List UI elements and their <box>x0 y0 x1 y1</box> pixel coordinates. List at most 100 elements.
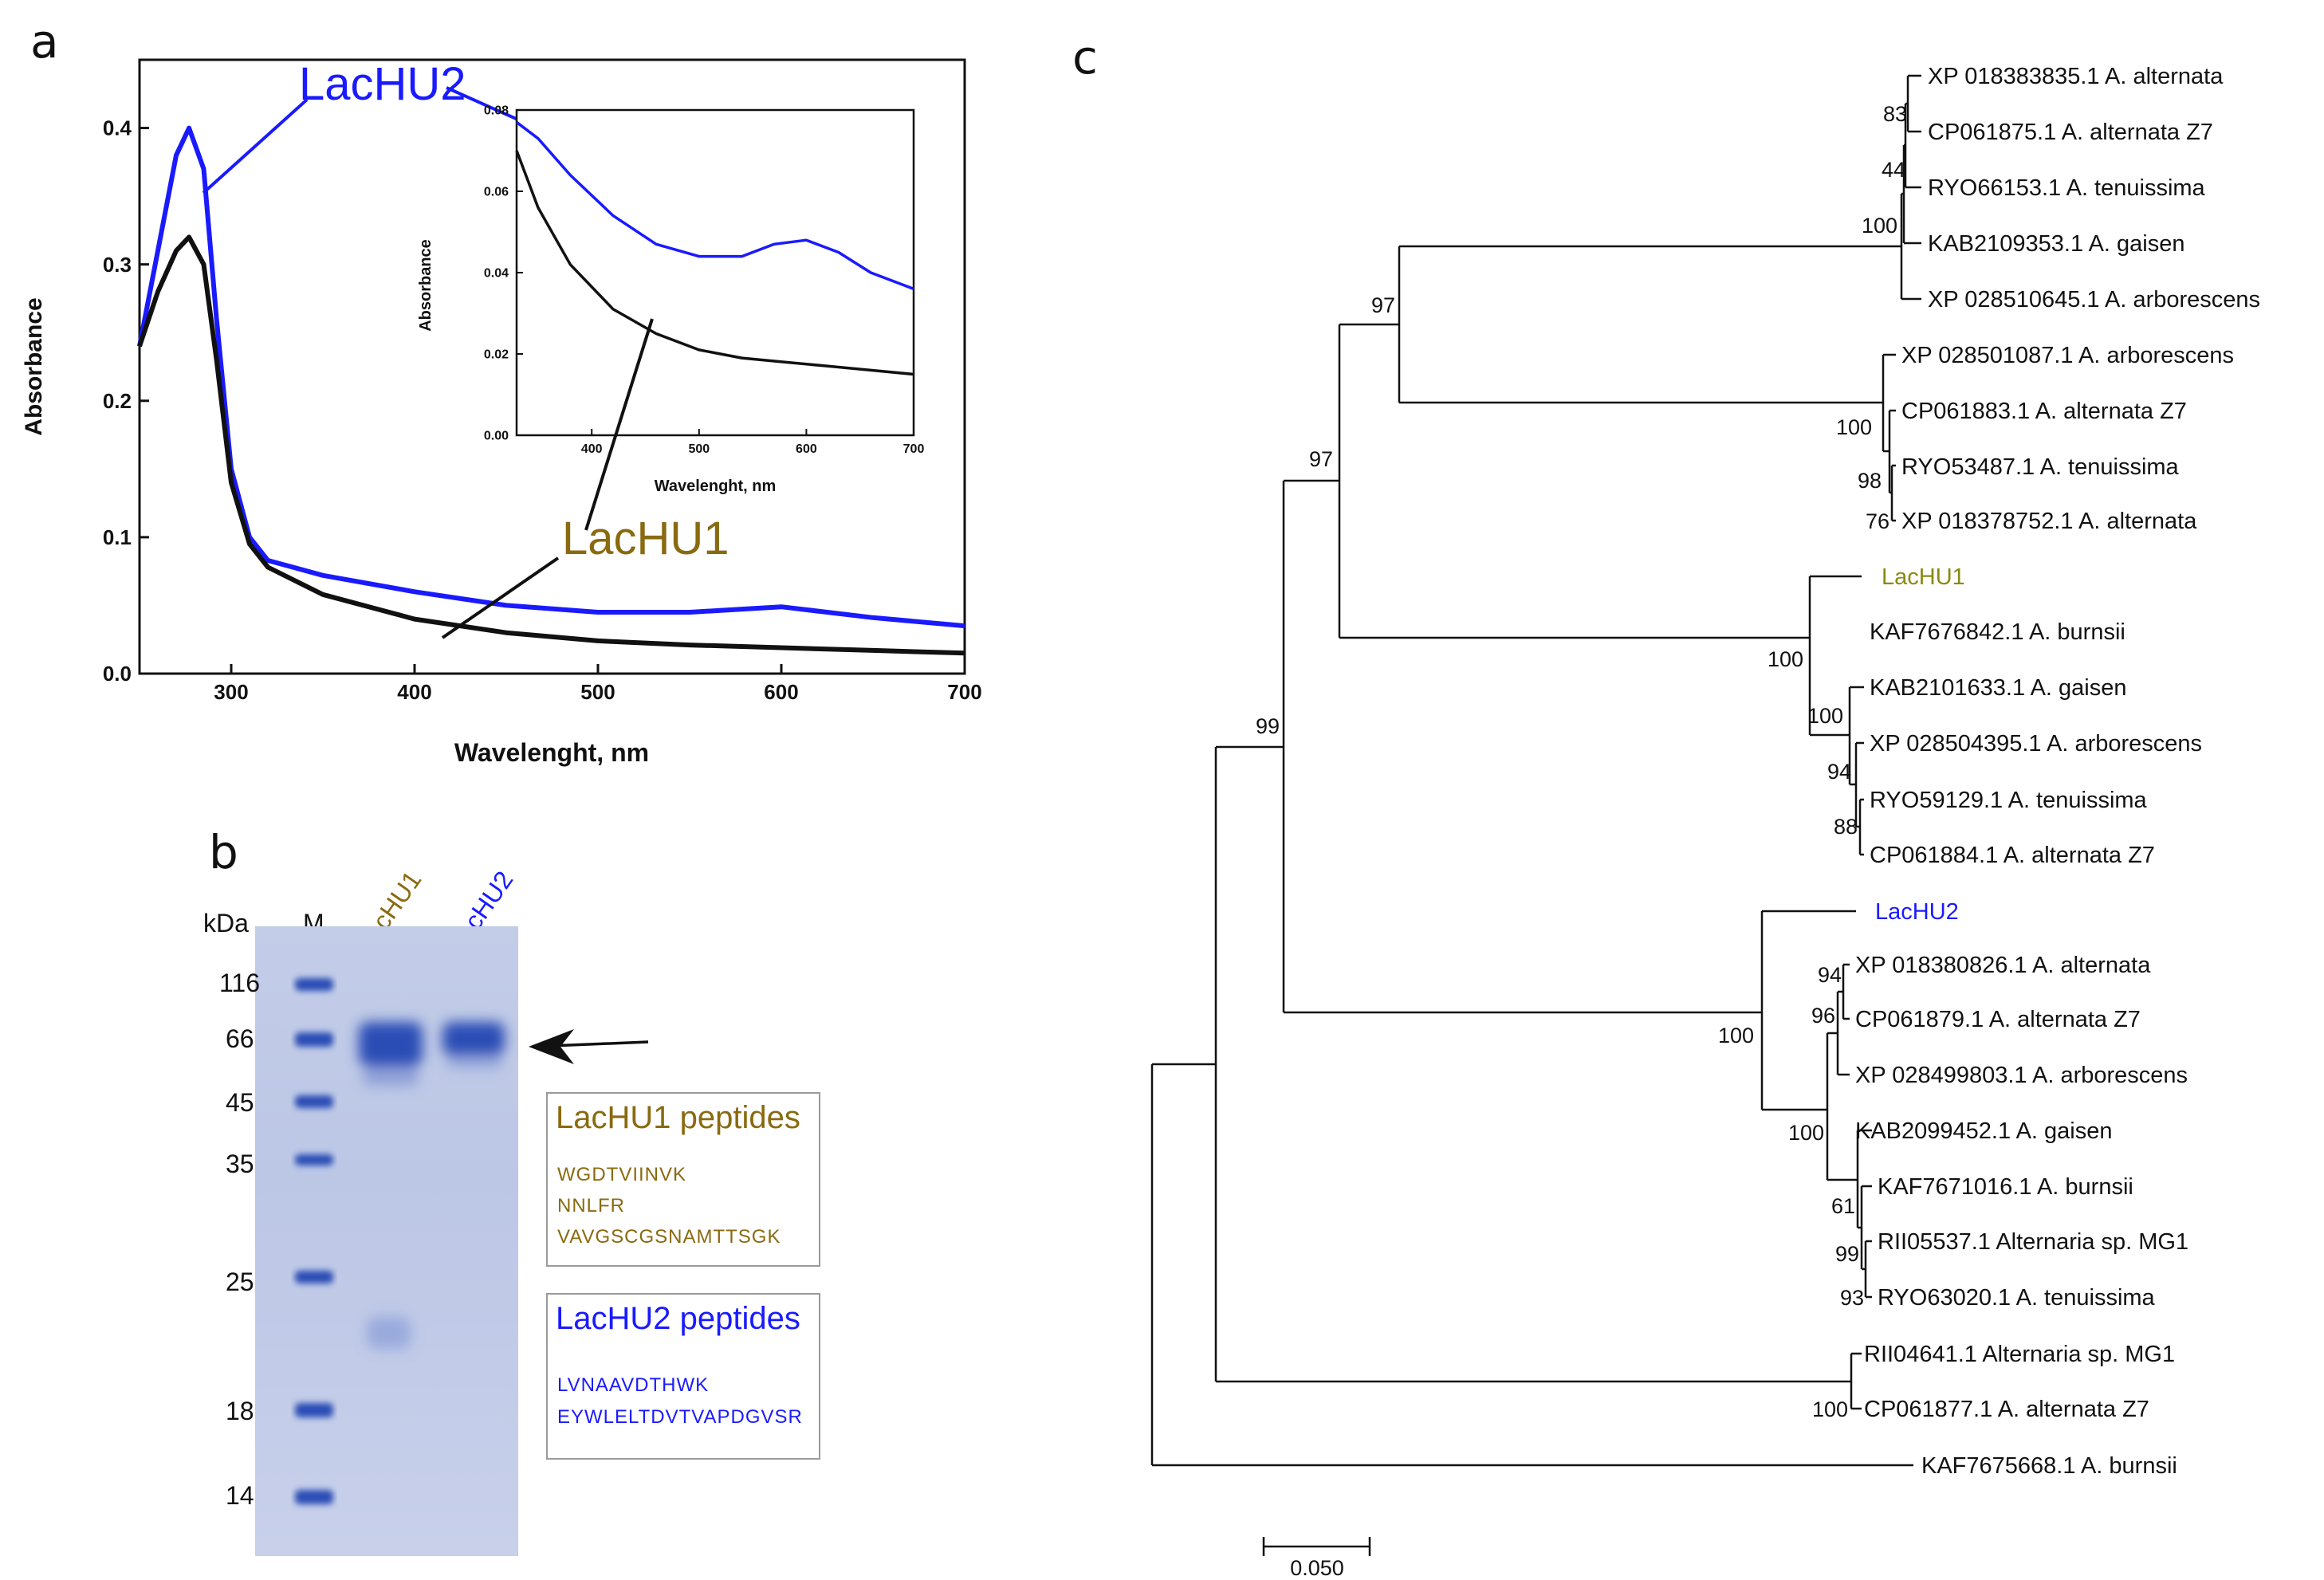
bootstrap-value: 100 <box>1812 1397 1848 1421</box>
lachu1-annotation-leader <box>441 556 560 639</box>
taxon-label: KAB2109353.1 A. gaisen <box>1928 231 2184 257</box>
x-tick-label: 400 <box>397 680 431 704</box>
taxon-label: RYO59129.1 A. tenuissima <box>1870 788 2148 813</box>
series-line-lachu2 <box>137 125 965 629</box>
taxon-label: RYO63020.1 A. tenuissima <box>1878 1285 2156 1311</box>
x-tick-label: 700 <box>947 680 981 704</box>
lachu1-peptide-2: NNLFR <box>557 1195 626 1216</box>
bootstrap-value: 97 <box>1309 447 1333 471</box>
taxon-label-lachu1: LacHU1 <box>1882 564 1965 590</box>
marker-66: 66 <box>226 1024 254 1053</box>
marker-116: 116 <box>219 969 261 997</box>
x-tick-label: 600 <box>796 442 817 456</box>
panel-label-b: b <box>209 825 238 879</box>
lachu1-peptides-box: LacHU1 peptides WGDTVIINVK NNLFR VAVGSCG… <box>546 1092 820 1267</box>
sample-bands <box>359 1022 505 1349</box>
lachu2-peptide-2: EYWLELTDVTVAPDGVSR <box>557 1406 803 1428</box>
taxon-label: CP061879.1 A. alternata Z7 <box>1855 1007 2141 1032</box>
taxon-label: CP061875.1 A. alternata Z7 <box>1928 120 2213 145</box>
series-line-lachu1 <box>515 150 914 376</box>
x-tick-label: 700 <box>903 442 925 456</box>
taxon-label: XP 028510645.1 A. arborescens <box>1928 287 2260 312</box>
lachu1-peptides-title: LacHU1 peptides <box>556 1100 800 1135</box>
x-tick-label: 500 <box>580 680 615 704</box>
lachu2-peptide-1: LVNAAVDTHWK <box>557 1374 710 1396</box>
bootstrap-value: 94 <box>1818 963 1842 987</box>
main-axis-ticks: 300 400 500 600 700 0.0 0.1 0.2 0.3 0.4 <box>103 116 982 704</box>
band-arrow <box>529 1029 649 1064</box>
taxon-label-lachu2: LacHU2 <box>1875 899 1959 925</box>
inset-chart: 400 500 600 700 0.00 0.02 0.04 0.06 0.08 Wavelen… <box>417 104 924 495</box>
taxon-label: KAF7676842.1 A. burnsii <box>1870 619 2125 645</box>
lachu2-annotation: LacHU2 <box>299 58 466 110</box>
lachu1-peptide-3: VAVGSCGSNAMTTSGK <box>557 1226 781 1248</box>
taxon-label: RYO53487.1 A. tenuissima <box>1901 454 2180 480</box>
y-tick-label: 0.2 <box>103 389 132 413</box>
bootstrap-value: 83 <box>1883 102 1907 126</box>
tree-branches <box>1150 74 1921 1556</box>
bootstrap-value: 100 <box>1836 415 1872 439</box>
bootstrap-value: 98 <box>1858 469 1882 493</box>
bootstrap-value: 97 <box>1371 293 1395 317</box>
marker-45: 45 <box>226 1088 254 1117</box>
absorbance-chart: 300 400 500 600 700 0.0 0.1 0.2 0.3 0.4 Wavelengh… <box>21 58 982 767</box>
lachu2-peptides-title: LacHU2 peptides <box>556 1301 800 1336</box>
taxon-label: RYO66153.1 A. tenuissima <box>1928 175 2206 201</box>
taxon-label: XP 018383835.1 A. alternata <box>1928 64 2224 89</box>
lachu1-inset-leader <box>584 318 654 531</box>
y-tick-label: 0.02 <box>484 348 509 362</box>
lachu2-annotation-leader <box>202 98 309 195</box>
bootstrap-value: 88 <box>1834 815 1858 839</box>
taxon-label: KAB2101633.1 A. gaisen <box>1870 675 2126 701</box>
kda-label: kDa <box>203 909 249 937</box>
taxon-label: XP 018380826.1 A. alternata <box>1855 953 2151 978</box>
inset-y-axis-label: Absorbance <box>417 239 435 332</box>
marker-25: 25 <box>226 1268 254 1296</box>
y-tick-label: 0.3 <box>103 253 132 277</box>
bootstrap-value: 100 <box>1807 704 1843 728</box>
bootstrap-value: 44 <box>1882 158 1905 182</box>
bootstrap-value: 100 <box>1862 214 1897 238</box>
x-tick-label: 600 <box>764 680 798 704</box>
y-tick-label: 0.0 <box>103 662 132 686</box>
bootstrap-value: 61 <box>1831 1194 1855 1218</box>
y-tick-label: 0.4 <box>103 116 132 140</box>
taxon-label: RII05537.1 Alternaria sp. MG1 <box>1878 1229 2188 1255</box>
bootstrap-value: 100 <box>1718 1024 1754 1047</box>
taxon-label: XP 028501087.1 A. arborescens <box>1901 343 2234 368</box>
bootstrap-value: 96 <box>1811 1004 1835 1028</box>
marker-18: 18 <box>226 1397 254 1425</box>
taxon-label: KAF7675668.1 A. burnsii <box>1921 1453 2177 1479</box>
y-tick-label: 0.00 <box>484 430 509 443</box>
bootstrap-value: 99 <box>1835 1242 1859 1266</box>
marker-35: 35 <box>226 1150 254 1178</box>
taxon-label: CP061884.1 A. alternata Z7 <box>1870 843 2155 868</box>
bootstrap-value: 76 <box>1866 509 1889 533</box>
taxon-label: KAF7671016.1 A. burnsii <box>1878 1174 2133 1200</box>
x-tick-label: 300 <box>214 680 248 704</box>
taxon-label: CP061883.1 A. alternata Z7 <box>1901 399 2187 424</box>
taxon-label: XP 028504395.1 A. arborescens <box>1870 731 2202 757</box>
taxon-label: CP061877.1 A. alternata Z7 <box>1864 1397 2149 1422</box>
y-tick-label: 0.08 <box>484 104 509 118</box>
inset-x-axis-label: Wavelenght, nm <box>655 478 777 495</box>
main-plot-frame <box>138 58 966 675</box>
series-line-lachu1 <box>137 234 965 656</box>
x-tick-label: 400 <box>581 442 603 456</box>
marker-ladder <box>295 978 333 1504</box>
bootstrap-value: 100 <box>1788 1121 1824 1145</box>
panel-label-c: c <box>1072 30 1098 85</box>
gel-bands <box>295 978 505 1504</box>
taxon-label: KAB2099452.1 A. gaisen <box>1855 1118 2112 1144</box>
y-tick-label: 0.04 <box>484 267 509 281</box>
main-y-axis-label: Absorbance <box>21 297 47 435</box>
bootstrap-value: 93 <box>1840 1286 1864 1310</box>
bootstrap-value: 94 <box>1827 760 1851 784</box>
scale-bar-label: 0.050 <box>1290 1556 1344 1580</box>
taxon-label: XP 018378752.1 A. alternata <box>1901 509 2197 534</box>
main-x-axis-label: Wavelenght, nm <box>454 738 649 767</box>
panel-label-a: a <box>30 14 59 69</box>
bootstrap-value: 100 <box>1768 647 1803 671</box>
marker-14: 14 <box>226 1481 254 1510</box>
